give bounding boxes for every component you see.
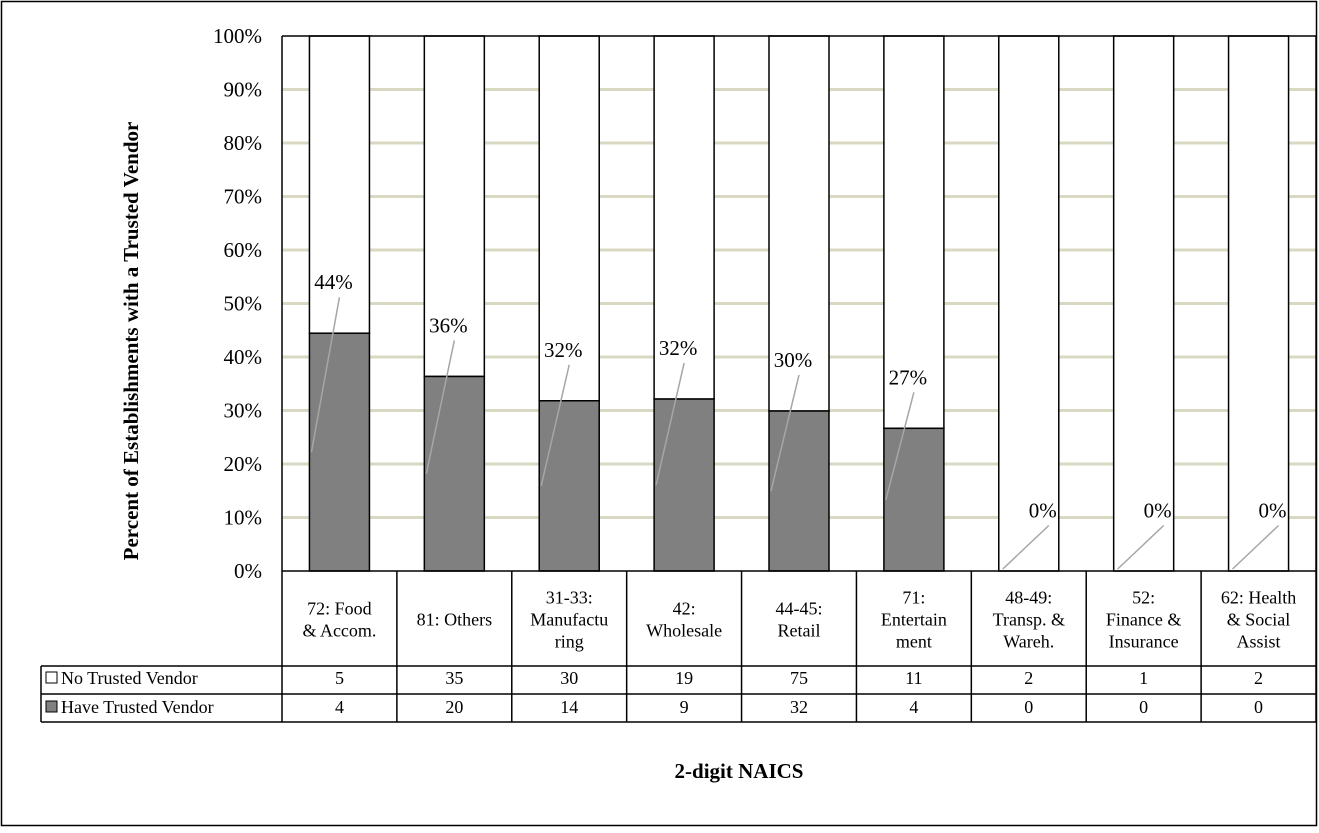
y-tick-label: 60% (224, 238, 263, 262)
legend-label-no-trusted-vendor: No Trusted Vendor (61, 668, 198, 688)
x-category-label: ring (555, 632, 584, 652)
bar-no-trusted-vendor (1227, 35, 1290, 572)
data-label-leader-line (770, 374, 800, 492)
table-cell-no-trusted-vendor: 5 (335, 668, 344, 688)
table-cell-no-trusted-vendor: 35 (445, 668, 463, 688)
x-category-label: Wareh. (1003, 632, 1054, 652)
x-category-label: Wholesale (646, 621, 722, 641)
y-axis-title: Percent of Establishments with a Trusted… (119, 122, 143, 561)
table-cell-have-trusted-vendor: 9 (680, 697, 689, 717)
data-label-leader-line (1002, 524, 1050, 570)
data-label-leader-line (1117, 524, 1165, 570)
x-category-label: 52: (1132, 588, 1155, 608)
axes: 0% 10% 20% 30% 40% 50% 60% 70% 80% 90% 100% (213, 24, 1317, 583)
data-label-leader-line (885, 392, 915, 500)
data-labels: 44% 36% 32% 32% 30% 27% 0% 0% 0% (310, 270, 1287, 570)
data-label: 32% (544, 338, 583, 362)
bar-have-trusted-vendor (653, 398, 715, 572)
y-tick-label: 70% (224, 185, 263, 209)
bar-have-trusted-vendor (538, 400, 600, 572)
x-category-label: 31-33: (546, 588, 593, 608)
bar-have-trusted-vendor (768, 410, 830, 572)
x-category-label: & Social (1227, 610, 1291, 630)
table-cell-have-trusted-vendor: 0 (1139, 697, 1148, 717)
data-label: 0% (1144, 499, 1172, 523)
table-cell-no-trusted-vendor: 2 (1024, 668, 1033, 688)
table-cell-have-trusted-vendor: 20 (445, 697, 463, 717)
bar-no-trusted-vendor (768, 35, 830, 412)
x-category-label: Manufactu (530, 610, 608, 630)
x-category-label: 71: (902, 588, 925, 608)
y-tick-label: 30% (224, 399, 263, 423)
table-cell-no-trusted-vendor: 75 (790, 668, 808, 688)
x-category-label: 44-45: (776, 599, 823, 619)
bar-no-trusted-vendor (998, 35, 1060, 572)
table-cell-no-trusted-vendor: 30 (560, 668, 578, 688)
table-cell-no-trusted-vendor: 11 (905, 668, 922, 688)
table-cell-no-trusted-vendor: 2 (1254, 668, 1263, 688)
table-cell-have-trusted-vendor: 32 (790, 697, 808, 717)
x-category-label: ment (896, 632, 932, 652)
x-category-label: 72: Food (307, 599, 372, 619)
x-category-label: Entertain (881, 610, 947, 630)
x-category-label: 48-49: (1005, 588, 1052, 608)
y-tick-label: 40% (224, 345, 263, 369)
x-category-label: 42: (673, 599, 696, 619)
bar-have-trusted-vendor (883, 427, 945, 572)
data-label: 44% (314, 270, 353, 294)
table-cell-no-trusted-vendor: 1 (1139, 668, 1148, 688)
x-category-label: Retail (778, 621, 821, 641)
x-axis-title: 2-digit NAICS (675, 759, 804, 783)
data-label-leader-line (655, 362, 685, 486)
bar-have-trusted-vendor (308, 332, 371, 572)
x-category-label: Assist (1237, 632, 1281, 652)
bar-no-trusted-vendor (1112, 35, 1175, 572)
table-cell-have-trusted-vendor: 0 (1024, 697, 1033, 717)
data-label: 30% (774, 348, 813, 372)
y-tick-label: 0% (234, 559, 262, 583)
data-label-leader-line (310, 297, 341, 453)
x-category-label: 81: Others (417, 610, 493, 630)
legend-key-no-trusted-vendor (45, 671, 58, 684)
x-category-label: & Accom. (302, 621, 376, 641)
y-tick-label: 50% (224, 292, 263, 316)
data-label-leader-line (540, 364, 570, 487)
legend-label-have-trusted-vendor: Have Trusted Vendor (61, 697, 214, 717)
x-category-label: 62: Health (1221, 588, 1296, 608)
data-label-leader-line (425, 340, 456, 474)
table-cell-have-trusted-vendor: 0 (1254, 697, 1263, 717)
table-cell-have-trusted-vendor: 4 (335, 697, 344, 717)
y-tick-label: 10% (224, 506, 263, 530)
y-tick-label: 80% (224, 131, 263, 155)
data-label: 32% (659, 336, 698, 360)
data-label-leader-line (1232, 524, 1280, 570)
table-cell-have-trusted-vendor: 4 (909, 697, 918, 717)
bars (308, 35, 1290, 572)
data-label: 0% (1029, 499, 1057, 523)
table-cell-no-trusted-vendor: 19 (675, 668, 693, 688)
legend-key-have-trusted-vendor (45, 700, 58, 713)
data-label: 36% (429, 313, 468, 337)
y-tick-label: 100% (213, 24, 262, 48)
data-label: 0% (1259, 499, 1287, 523)
x-category-label: Finance & (1106, 610, 1181, 630)
data-label: 27% (889, 365, 928, 389)
x-category-label: Transp. & (993, 610, 1065, 630)
y-tick-label: 20% (224, 452, 263, 476)
bar-have-trusted-vendor (423, 375, 486, 572)
y-tick-label: 90% (224, 78, 263, 102)
table-cell-have-trusted-vendor: 14 (560, 697, 578, 717)
x-category-label: Insurance (1109, 632, 1179, 652)
